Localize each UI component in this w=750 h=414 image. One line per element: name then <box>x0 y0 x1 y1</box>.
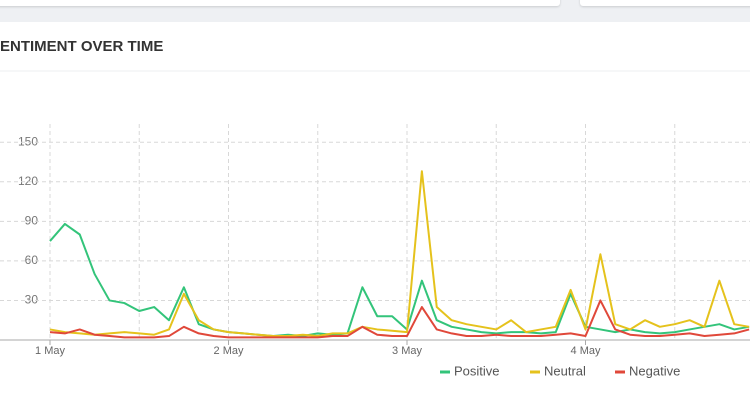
y-tick-label: 90 <box>25 213 39 227</box>
series-line <box>49 299 750 339</box>
x-tick-label: 1 May <box>35 345 65 357</box>
x-tick-label: 3 May <box>392 345 422 357</box>
y-tick-label: 150 <box>18 134 38 148</box>
y-tick-label: 120 <box>18 174 38 188</box>
card <box>0 22 750 414</box>
y-tick-label: 60 <box>25 253 39 267</box>
series-line <box>49 222 750 338</box>
legend-label: Neutral <box>544 363 586 378</box>
card-fragment <box>580 0 750 6</box>
legend-label: Positive <box>454 363 500 378</box>
x-tick-label: 2 May <box>214 345 244 357</box>
series-line <box>49 170 750 338</box>
card-fragment <box>0 0 560 6</box>
chart-title: ENTIMENT OVER TIME <box>0 38 163 55</box>
x-tick-label: 4 May <box>571 345 601 357</box>
y-tick-label: 30 <box>25 293 39 307</box>
legend-label: Negative <box>629 363 680 378</box>
